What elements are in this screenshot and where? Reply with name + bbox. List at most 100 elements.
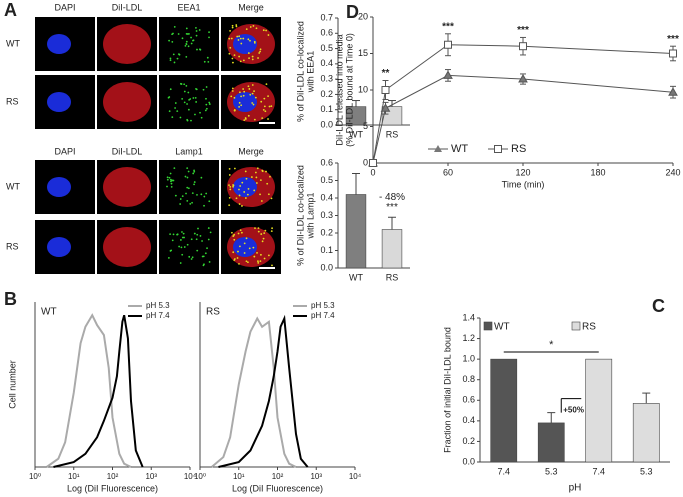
puncta xyxy=(190,238,193,241)
puncta xyxy=(262,237,265,240)
legend-marker xyxy=(494,145,502,153)
y-tick-label: 0.6 xyxy=(462,395,475,405)
puncta xyxy=(204,109,207,112)
puncta xyxy=(253,118,256,121)
y-tick-label: 0.0 xyxy=(462,456,475,466)
micrograph xyxy=(97,160,157,214)
micrograph xyxy=(35,17,95,71)
puncta xyxy=(209,231,212,234)
cell xyxy=(103,227,151,267)
puncta xyxy=(166,185,168,188)
puncta xyxy=(241,205,243,207)
puncta xyxy=(271,227,273,230)
puncta xyxy=(247,187,250,190)
puncta xyxy=(253,90,255,93)
puncta xyxy=(179,239,182,241)
puncta xyxy=(245,260,248,263)
y-tick-label: 0 xyxy=(363,157,368,167)
puncta xyxy=(205,103,208,106)
puncta xyxy=(185,27,188,30)
puncta xyxy=(190,119,192,122)
puncta xyxy=(263,257,266,260)
puncta xyxy=(245,177,248,180)
puncta xyxy=(232,185,234,188)
micrograph xyxy=(35,220,95,274)
puncta xyxy=(195,27,197,29)
cell xyxy=(103,167,151,207)
puncta xyxy=(194,113,196,116)
y-tick-label: 1.4 xyxy=(462,312,475,322)
puncta xyxy=(233,96,236,99)
nucleus xyxy=(233,92,257,112)
puncta xyxy=(186,103,188,105)
puncta xyxy=(196,233,199,236)
puncta xyxy=(198,48,201,51)
y-tick-label: 10 xyxy=(358,84,368,94)
puncta xyxy=(239,37,242,40)
image-header: DiI-LDL xyxy=(112,2,143,12)
puncta xyxy=(257,230,260,233)
micrograph xyxy=(221,17,281,71)
puncta xyxy=(252,103,255,106)
puncta xyxy=(204,252,207,255)
puncta xyxy=(185,42,188,45)
x-tick-label: 5.3 xyxy=(545,466,558,476)
puncta xyxy=(231,26,234,29)
puncta xyxy=(259,50,262,53)
y-tick-label: 1.2 xyxy=(462,333,475,343)
puncta xyxy=(247,114,250,117)
puncta xyxy=(229,188,232,191)
puncta xyxy=(198,29,201,31)
puncta xyxy=(183,90,186,93)
puncta xyxy=(267,118,269,120)
puncta xyxy=(172,53,175,56)
y-axis-label: (% DiI-LDL bound at Time 0) xyxy=(344,33,354,147)
puncta xyxy=(233,54,236,57)
panel-label: B xyxy=(4,289,17,309)
micrograph xyxy=(35,75,95,129)
puncta xyxy=(250,176,253,178)
puncta xyxy=(248,57,250,60)
puncta xyxy=(208,31,210,34)
puncta xyxy=(228,184,230,187)
puncta xyxy=(231,90,234,92)
y-tick-label: 20 xyxy=(358,11,368,21)
x-tick-label: 7.4 xyxy=(592,466,605,476)
puncta xyxy=(176,110,179,113)
puncta xyxy=(186,176,189,179)
legend-label: RS xyxy=(582,322,596,333)
puncta xyxy=(238,101,241,104)
puncta xyxy=(171,239,174,242)
nucleus xyxy=(47,92,71,112)
y-tick-label: 15 xyxy=(358,48,368,58)
error-bar xyxy=(547,412,556,423)
puncta xyxy=(257,57,259,59)
puncta xyxy=(208,103,211,105)
puncta xyxy=(186,119,189,122)
puncta xyxy=(191,256,194,259)
puncta xyxy=(190,36,192,39)
puncta xyxy=(247,85,250,88)
puncta xyxy=(249,39,251,42)
puncta xyxy=(237,232,240,235)
puncta xyxy=(243,119,246,122)
puncta xyxy=(251,84,254,86)
y-axis-label: % of DiI-LDL co-localized xyxy=(295,165,305,266)
image-bg xyxy=(159,160,219,214)
y-tick-label: 0.2 xyxy=(320,227,333,237)
puncta xyxy=(174,107,176,109)
puncta xyxy=(257,260,259,263)
y-tick-label: 0.5 xyxy=(320,43,333,53)
puncta xyxy=(177,33,180,35)
puncta xyxy=(230,95,233,98)
puncta xyxy=(260,233,263,235)
bar xyxy=(537,422,565,463)
puncta xyxy=(248,88,251,90)
puncta xyxy=(203,60,206,63)
puncta xyxy=(190,258,193,260)
legend-label: pH 7.4 xyxy=(146,311,170,320)
x-axis-label: Time (min) xyxy=(502,179,545,189)
micrograph xyxy=(159,17,219,71)
puncta xyxy=(169,172,172,175)
puncta xyxy=(269,175,271,178)
